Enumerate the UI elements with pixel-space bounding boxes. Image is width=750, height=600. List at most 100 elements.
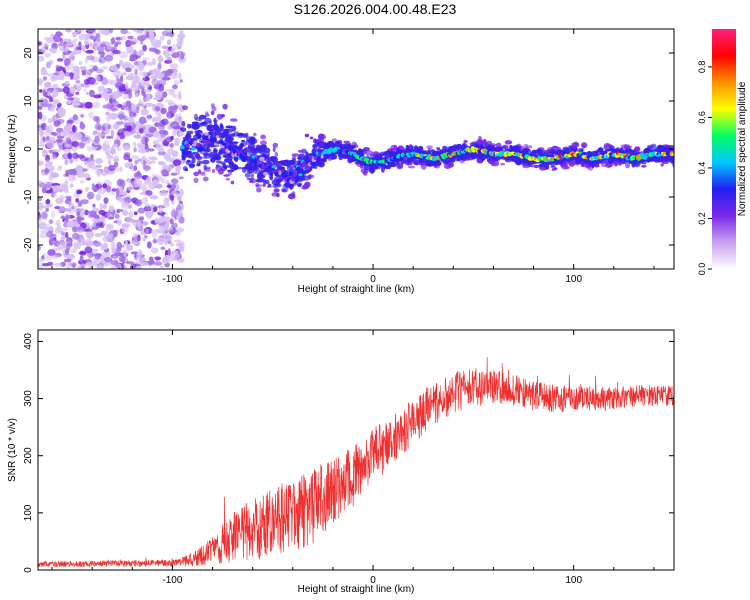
spectrogram-cell (114, 213, 120, 220)
spectrogram-cell (170, 135, 174, 141)
spectrogram-cell (671, 153, 674, 156)
spectrogram-cell (94, 255, 101, 260)
spectrogram-cell (159, 35, 165, 41)
spectrogram-cell (154, 256, 162, 261)
spectrogram-cell (75, 86, 82, 92)
spectrogram-cell (200, 171, 206, 176)
spectrogram-cell (68, 55, 75, 61)
spectrogram-cell (102, 236, 108, 242)
spectrogram-cell (65, 258, 72, 263)
spectrogram-cell (38, 99, 41, 107)
spectrogram-cell (96, 265, 104, 269)
spectrogram-cell (288, 171, 293, 176)
spectrogram-cell (64, 159, 69, 166)
spectrogram-cell (142, 124, 152, 128)
spectrogram-cell (272, 142, 279, 148)
spectrogram-cell (125, 100, 132, 107)
spectrogram-cell (600, 161, 608, 168)
spectrogram-cell (64, 198, 70, 205)
spectrogram-cell (172, 84, 178, 90)
spectrogram-cell (299, 165, 304, 169)
spectrogram-cell (158, 206, 163, 214)
spectrogram-cell (39, 89, 43, 93)
spectrogram-cell (463, 140, 468, 143)
spectrogram-cell (108, 29, 114, 34)
spectrogram-cell (185, 143, 190, 148)
spectrogram-cell (68, 132, 78, 139)
spectrogram-cell (133, 211, 138, 216)
spectrogram-cell (151, 173, 160, 178)
spectrogram-cell (259, 156, 265, 161)
spectrogram-cell (94, 232, 103, 238)
spectrogram-cell (176, 227, 185, 232)
spectrogram-cell (72, 46, 78, 51)
spectrogram-cell (64, 58, 71, 66)
spectrogram-cell (459, 153, 465, 161)
spectrogram-cell (304, 166, 311, 171)
spectrogram-cell (428, 162, 435, 167)
spectrogram-cell (112, 143, 118, 148)
spectrogram-cell (48, 237, 54, 246)
spectrogram-cell (169, 218, 174, 225)
spectrogram-cell (93, 142, 101, 146)
spectrogram-cell (75, 84, 81, 88)
spectrogram-cell (256, 187, 262, 193)
spectrogram-cell (71, 90, 77, 95)
spectrogram-cell (292, 163, 297, 167)
spectrogram-cell (571, 142, 578, 149)
spectrogram-cell (125, 244, 134, 251)
spectrogram-cell (313, 161, 319, 166)
spectrogram-cell (291, 157, 297, 164)
spectrogram-cell (72, 49, 82, 55)
spectrogram-cell (73, 241, 81, 250)
spectrogram-cell (89, 43, 96, 48)
spectrogram-cell (157, 151, 166, 156)
spectrogram-cell (55, 64, 60, 70)
spectrogram-cell (114, 42, 119, 48)
spectrogram-cell (45, 159, 51, 166)
spectrogram-cell (63, 41, 67, 48)
snr-x-tick-label: -100 (162, 575, 182, 586)
spectrogram-cell (212, 168, 216, 174)
spectrogram-cell (178, 72, 182, 80)
spectrogram-cell (93, 241, 102, 247)
spectrogram-cell (180, 53, 185, 60)
spectrogram-cell (266, 185, 272, 188)
spectrogram-cell (176, 204, 182, 211)
spectrogram-cell (67, 168, 76, 175)
spectrogram-cell (142, 155, 146, 161)
spectrogram-cell (49, 136, 56, 144)
spectrogram-cell (75, 79, 81, 84)
spectrogram-cell (210, 151, 218, 157)
spectrogram-cell (102, 88, 107, 95)
spectrogram-cell (43, 76, 47, 81)
spectrogram-cell (409, 144, 413, 148)
spectrogram-cell (161, 169, 169, 176)
spectrogram-cell (178, 210, 183, 214)
spectrogram-cell (127, 41, 136, 45)
spectrogram-cell (262, 183, 266, 187)
spectrogram-cell (99, 43, 107, 48)
spectrogram-cell (225, 125, 233, 129)
spectrogram-cell (210, 103, 215, 108)
spectrogram-cell (257, 148, 266, 153)
spectrogram-cell (56, 135, 65, 139)
spectrogram-cell (128, 211, 134, 218)
spectrogram-cell (80, 136, 89, 142)
spectrogram-cell (126, 125, 132, 133)
spectrogram-cell (597, 148, 604, 153)
spectrogram-cell (162, 202, 170, 208)
spectrogram-cell (107, 233, 114, 240)
spectrogram-cell (68, 262, 77, 267)
spectrogram-cell (646, 147, 652, 151)
spectrogram-cell (298, 177, 306, 181)
spectrogram-cell (38, 111, 43, 120)
spectrogram-cell (98, 51, 103, 55)
spectrogram-cell (38, 55, 45, 62)
spectrogram-cell (155, 143, 164, 151)
spectrogram-x-axis-label: Height of straight line (km) (298, 284, 415, 295)
spectrogram-cell (179, 34, 184, 42)
colorbar-tick-label: 0.4 (697, 162, 707, 175)
spectrogram-cell (175, 232, 181, 236)
